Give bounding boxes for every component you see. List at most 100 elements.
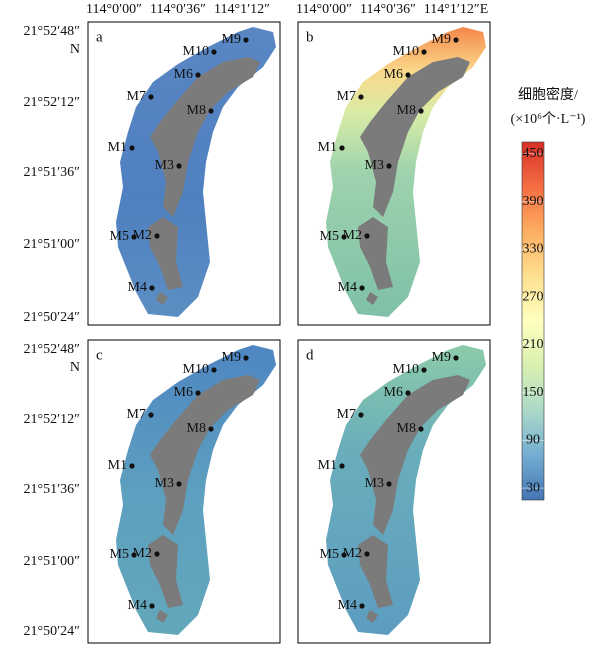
station-label: M7 <box>127 89 146 104</box>
station-label: M5 <box>110 547 129 562</box>
colorbar-tick-label: 450 <box>523 146 544 161</box>
north-label: N <box>70 42 80 57</box>
station-dot <box>339 463 345 469</box>
panel-label: d <box>306 347 314 363</box>
station-label: M5 <box>320 229 339 244</box>
panel-map: b M1 M2 M3 M4 M5 M6 M7 M8 M9 M10 <box>306 27 486 317</box>
colorbar-tick-label: 270 <box>523 289 544 304</box>
station-dot <box>149 285 155 291</box>
station-label: M1 <box>318 458 337 473</box>
station-label: M7 <box>337 407 356 422</box>
station-label: M10 <box>393 362 419 377</box>
station-dot <box>154 233 160 239</box>
station-label: M3 <box>365 476 384 491</box>
longitude-label: 114°1′12″E <box>424 2 489 17</box>
latitude-label: 21°51′00″ <box>24 237 81 252</box>
station-label: M10 <box>183 362 209 377</box>
station-dot <box>195 72 201 78</box>
north-label: N <box>70 360 80 375</box>
panel-map: c M1 M2 M3 M4 M5 M6 M7 M8 M9 M10 <box>96 345 276 635</box>
colorbar-tick-label: 30 <box>526 480 540 495</box>
colorbar-unit: (×10⁶个·L⁻¹) <box>511 111 586 127</box>
station-label: M4 <box>128 598 147 613</box>
colorbar: 细胞密度/ (×10⁶个·L⁻¹) 30 90 150 210 270 330 390 450 <box>511 86 586 501</box>
station-dot <box>341 234 347 240</box>
latitude-label: 21°50′24″ <box>24 310 81 325</box>
station-label: M2 <box>343 546 362 561</box>
panel-label: b <box>306 29 314 45</box>
latitude-label: 21°51′36″ <box>24 482 81 497</box>
latitude-label: 21°52′12″ <box>24 412 81 427</box>
station-label: M3 <box>155 158 174 173</box>
colorbar-tick-label: 90 <box>526 433 540 448</box>
station-label: M4 <box>338 280 357 295</box>
station-dot <box>364 233 370 239</box>
colorbar-tick-label: 210 <box>523 337 544 352</box>
station-label: M2 <box>343 228 362 243</box>
station-label: M9 <box>432 350 451 365</box>
station-dot <box>154 551 160 557</box>
colorbar-tick-label: 390 <box>523 194 544 209</box>
colorbar-title: 细胞密度/ <box>518 86 578 103</box>
station-dot <box>131 234 137 240</box>
station-label: M8 <box>397 421 416 436</box>
panel-label: a <box>96 29 103 45</box>
station-label: M10 <box>393 44 419 59</box>
station-dot <box>149 603 155 609</box>
panel-label: c <box>96 347 103 363</box>
station-dot <box>148 94 154 100</box>
station-dot <box>418 426 424 432</box>
station-dot <box>211 49 217 55</box>
station-dot <box>339 145 345 151</box>
station-dot <box>386 163 392 169</box>
station-dot <box>421 367 427 373</box>
station-label: M9 <box>432 32 451 47</box>
longitude-label: 114°0′00″ <box>86 2 142 17</box>
station-dot <box>405 390 411 396</box>
colorbar-bar <box>521 141 545 501</box>
station-label: M1 <box>108 458 127 473</box>
station-dot <box>359 603 365 609</box>
station-label: M4 <box>128 280 147 295</box>
station-dot <box>358 94 364 100</box>
station-label: M6 <box>174 67 193 82</box>
station-label: M6 <box>384 385 403 400</box>
station-label: M7 <box>337 89 356 104</box>
station-label: M9 <box>222 350 241 365</box>
station-dot <box>364 551 370 557</box>
colorbar-tick-label: 330 <box>523 242 544 257</box>
station-dot <box>243 355 249 361</box>
longitude-label: 114°0′36″ <box>360 2 416 17</box>
station-dot <box>129 463 135 469</box>
longitude-label: 114°1′12″ <box>214 2 270 17</box>
station-label: M7 <box>127 407 146 422</box>
station-dot <box>421 49 427 55</box>
latitude-label: 21°52′48″ <box>24 342 81 357</box>
station-label: M3 <box>365 158 384 173</box>
station-dot <box>453 355 459 361</box>
station-dot <box>208 426 214 432</box>
colorbar-tick-label: 150 <box>523 385 544 400</box>
station-label: M1 <box>108 140 127 155</box>
station-dot <box>358 412 364 418</box>
station-dot <box>453 37 459 43</box>
station-dot <box>129 145 135 151</box>
station-dot <box>131 552 137 558</box>
latitude-label: 21°52′48″ <box>24 24 81 39</box>
station-dot <box>211 367 217 373</box>
station-label: M10 <box>183 44 209 59</box>
station-label: M2 <box>133 228 152 243</box>
latitude-label: 21°50′24″ <box>24 624 81 639</box>
station-dot <box>176 481 182 487</box>
station-label: M6 <box>174 385 193 400</box>
panel-map: a M1 M2 M3 M4 M5 M6 M7 M8 M9 M10 <box>96 27 276 317</box>
station-label: M3 <box>155 476 174 491</box>
station-label: M4 <box>338 598 357 613</box>
station-dot <box>148 412 154 418</box>
station-label: M5 <box>320 547 339 562</box>
panel-map: d M1 M2 M3 M4 M5 M6 M7 M8 M9 M10 <box>306 345 486 635</box>
longitude-label: 114°0′36″ <box>150 2 206 17</box>
station-dot <box>386 481 392 487</box>
latitude-label: 21°52′12″ <box>24 95 81 110</box>
